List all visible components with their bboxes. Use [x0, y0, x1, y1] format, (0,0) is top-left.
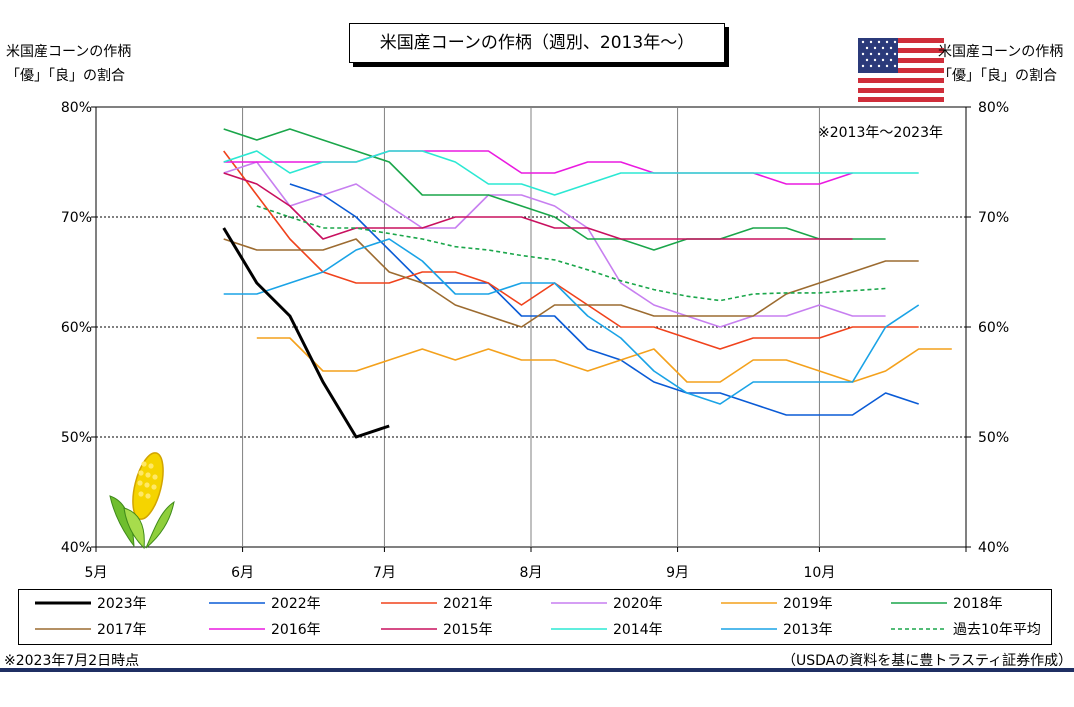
x-tick-label: 10月 [804, 565, 836, 581]
legend-label: 2019年 [783, 596, 833, 612]
legend-swatch [381, 628, 437, 630]
legend-item: 2015年 [381, 617, 493, 641]
right-axis-title: 米国産コーンの作柄 「優」「良」の割合 [938, 40, 1063, 88]
legend-swatch [35, 601, 91, 605]
chart-title: 米国産コーンの作柄（週別、2013年～） [349, 23, 725, 63]
legend-item: 2018年 [891, 591, 1003, 615]
bottom-bar [0, 668, 1074, 672]
series-line-6 [223, 128, 886, 251]
legend-swatch [209, 628, 265, 630]
legend-swatch [35, 628, 91, 630]
legend-swatch [891, 602, 947, 604]
y-tick-label-left: 40% [61, 540, 92, 556]
legend-item: 2014年 [551, 617, 663, 641]
legend-swatch [381, 602, 437, 604]
y-tick-label-right: 60% [978, 320, 1009, 336]
period-annotation: ※2013年～2023年 [818, 125, 943, 141]
series-line-1 [222, 227, 390, 439]
series-line-9 [223, 172, 853, 240]
us-flag-icon [858, 38, 944, 102]
legend-swatch [551, 602, 607, 604]
legend-swatch [721, 628, 777, 630]
series-line-4 [223, 161, 886, 328]
legend-item: 2023年 [35, 591, 147, 615]
legend-label: 過去10年平均 [953, 622, 1041, 638]
series-line-12 [256, 205, 886, 302]
y-tick-label-left: 70% [61, 210, 92, 226]
legend-label: 2022年 [271, 596, 321, 612]
legend-item: 2019年 [721, 591, 833, 615]
series-line-2 [289, 183, 919, 416]
legend-label: 2016年 [271, 622, 321, 638]
legend: 2023年 2022年 2021年 2020年 2019年 2018年 2017年 2016年… [18, 589, 1052, 645]
legend-label: 2020年 [613, 596, 663, 612]
y-tick-label-right: 80% [978, 100, 1009, 116]
legend-label: 2015年 [443, 622, 493, 638]
legend-item: 2017年 [35, 617, 147, 641]
series-line-7 [223, 238, 919, 328]
legend-item: 過去10年平均 [891, 617, 1041, 641]
legend-swatch [721, 602, 777, 604]
legend-label: 2018年 [953, 596, 1003, 612]
y-tick-label-left: 80% [61, 100, 92, 116]
y-tick-label-right: 40% [978, 540, 1009, 556]
x-tick-label: 5月 [85, 565, 108, 581]
series-line-3 [223, 150, 919, 350]
legend-item: 2013年 [721, 617, 833, 641]
y-tick-label-left: 50% [61, 430, 92, 446]
series-line-11 [223, 238, 920, 405]
legend-item: 2021年 [381, 591, 493, 615]
x-tick-label: 9月 [666, 565, 689, 581]
y-tick-label-right: 50% [978, 430, 1009, 446]
y-tick-label-right: 70% [978, 210, 1009, 226]
footer-note: ※2023年7月2日時点 [4, 653, 140, 669]
right-axis-title-line-1: 米国産コーンの作柄 [938, 44, 1064, 60]
legend-item: 2016年 [209, 617, 321, 641]
legend-label: 2023年 [97, 596, 147, 612]
x-tick-label: 6月 [231, 565, 254, 581]
legend-swatch [209, 602, 265, 604]
footer-source: （USDAの資料を基に豊トラスティ証券作成） [782, 653, 1073, 669]
chart-canvas: 5月 6月 7月 8月 9月 10月 40% 40% 50% 50% 60% 60% 70% 70% 80%… [61, 100, 1009, 581]
legend-label: 2021年 [443, 596, 493, 612]
left-axis-title: 米国産コーンの作柄 「優」「良」の割合 [6, 40, 131, 88]
legend-swatch [891, 628, 947, 630]
x-tick-label: 7月 [373, 565, 396, 581]
series-line-10 [223, 150, 919, 196]
legend-item: 2022年 [209, 591, 321, 615]
right-axis-title-line-2: 「優」「良」の割合 [938, 68, 1057, 84]
legend-label: 2013年 [783, 622, 833, 638]
corn-icon [104, 450, 178, 550]
y-tick-label-left: 60% [61, 320, 92, 336]
left-axis-title-line-1: 米国産コーンの作柄 [6, 44, 132, 60]
legend-label: 2017年 [97, 622, 147, 638]
series-line-5 [256, 337, 952, 383]
left-axis-title-line-2: 「優」「良」の割合 [6, 68, 125, 84]
legend-item: 2020年 [551, 591, 663, 615]
x-tick-label: 8月 [520, 565, 543, 581]
legend-swatch [551, 628, 607, 630]
legend-label: 2014年 [613, 622, 663, 638]
